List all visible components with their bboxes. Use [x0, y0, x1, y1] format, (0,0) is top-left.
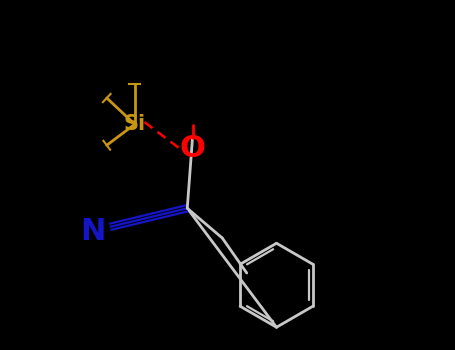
Text: O: O: [180, 134, 206, 163]
Text: N: N: [80, 217, 106, 245]
Text: Si: Si: [124, 114, 146, 134]
